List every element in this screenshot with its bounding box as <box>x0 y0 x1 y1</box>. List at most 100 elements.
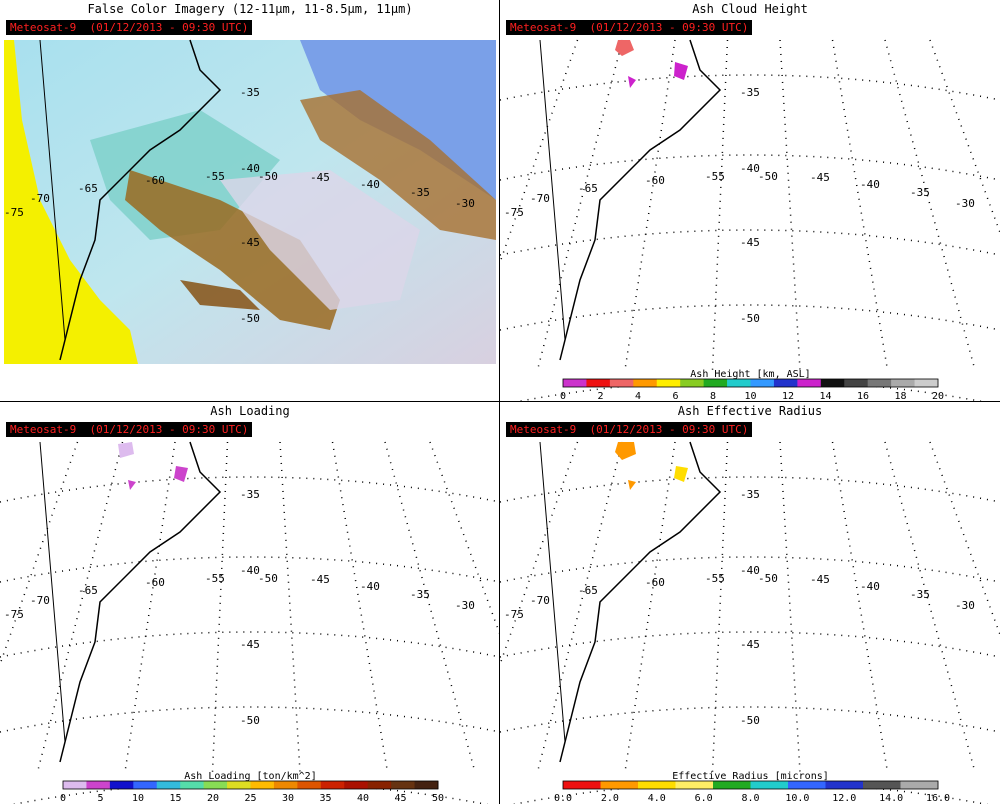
panel-title: Ash Cloud Height <box>692 2 808 16</box>
colorbar-label: Ash Height [km, ASL] <box>690 369 810 380</box>
colorbar-swatch <box>414 781 439 789</box>
lon-label: -40 <box>860 178 880 191</box>
lon-label: -75 <box>504 206 524 219</box>
longitude-line <box>929 441 1000 637</box>
lon-label: -45 <box>810 573 830 586</box>
ash-loading-panel: -75 -70 -65 -60 -55 -50 -45 -40 -35 -30 -35 -40 -45 -… <box>0 402 500 804</box>
ash-pixel-cluster <box>615 40 634 56</box>
longitude-line <box>279 441 301 773</box>
colorbar-swatch <box>638 781 676 789</box>
lon-label: -30 <box>955 197 975 210</box>
colorbar-tick: 0 <box>560 391 566 402</box>
colorbar-swatch <box>773 379 798 387</box>
colorbar-swatch <box>563 781 601 789</box>
lon-label: -55 <box>205 170 225 183</box>
lon-label: -60 <box>645 576 665 589</box>
ash-pixel-cluster <box>128 480 136 490</box>
colorbar-swatch <box>825 781 864 789</box>
panel-divider-vertical <box>499 0 500 804</box>
lat-label: -40 <box>740 564 760 577</box>
colorbar-swatch <box>297 781 322 789</box>
colorbar-tick: 6.0 <box>695 793 713 804</box>
lon-label: -35 <box>410 186 430 199</box>
lon-label: -75 <box>4 608 24 621</box>
lon-label: -40 <box>360 580 380 593</box>
ash-radius-panel: -75 -70 -65 -60 -55 -50 -45 -40 -35 -30 -35 -40 -45 -… <box>500 402 1000 804</box>
colorbar-swatch <box>820 379 845 387</box>
colorbar-tick: 16 <box>857 391 869 402</box>
colorbar-tick: 40 <box>357 793 369 804</box>
longitude-line <box>536 39 624 371</box>
longitude-line <box>536 441 624 773</box>
map-grid-labels: -75 -70 -65 -60 -55 -50 -45 -40 -35 -30 -35 -40 -45 -… <box>504 86 975 325</box>
west-coastline <box>39 441 66 743</box>
lat-label: -40 <box>740 162 760 175</box>
lon-label: -70 <box>30 594 50 607</box>
colorbar-tick: 4 <box>635 391 641 402</box>
colorbar-tick: 10 <box>132 793 144 804</box>
lon-label: -65 <box>578 182 598 195</box>
west-coastline <box>539 39 566 341</box>
panel-divider-horizontal <box>0 401 1000 402</box>
longitude-line <box>624 39 676 371</box>
colorbar-tick: 10 <box>744 391 756 402</box>
lon-label: -30 <box>455 197 475 210</box>
colorbar-swatch <box>600 781 639 789</box>
lat-label: -45 <box>740 236 760 249</box>
ash-height-panel: -75 -70 -65 -60 -55 -50 -45 -40 -35 -30 -35 -40 -45 -… <box>500 0 1000 402</box>
colorbar-swatch <box>227 781 251 789</box>
colorbar-tick: 2.0 <box>601 793 619 804</box>
colorbar-tick: 8.0 <box>741 793 759 804</box>
lon-label: -65 <box>78 182 98 195</box>
false-color-panel: -75 -70 -65 -60 -55 -50 -45 -40 -35 -30 … <box>0 0 500 402</box>
longitude-line <box>36 441 124 773</box>
coastline <box>59 39 222 361</box>
ash-height-map: -75 -70 -65 -60 -55 -50 -45 -40 -35 -30 -35 -40 -45 -… <box>500 39 1000 402</box>
colorbar-swatch <box>586 379 611 387</box>
ash-pixel-cluster <box>615 442 636 460</box>
colorbar-swatch <box>156 781 181 789</box>
colorbar-tick: 35 <box>319 793 331 804</box>
colorbar-swatch <box>563 379 587 387</box>
longitude-line <box>0 441 79 667</box>
colorbar: Ash Loading [ton/km^2] 0 5 10 15 20 25 30 35 40 45… <box>60 771 444 804</box>
ash-pixel-cluster <box>118 442 134 458</box>
lon-label: -45 <box>310 171 330 184</box>
lat-label: -40 <box>240 162 260 175</box>
lon-label: -45 <box>310 573 330 586</box>
ash-loading-map: -75 -70 -65 -60 -55 -50 -45 -40 -35 -30 -35 -40 -45 -… <box>0 441 500 804</box>
colorbar-tick: 16.0 <box>926 793 950 804</box>
lat-label: -50 <box>740 714 760 727</box>
lon-label: -40 <box>360 178 380 191</box>
lon-label: -30 <box>955 599 975 612</box>
colorbar-swatch <box>675 781 714 789</box>
lon-label: -35 <box>410 588 430 601</box>
colorbar-swatch <box>844 379 869 387</box>
lon-label: -60 <box>645 174 665 187</box>
imagery-ash-patch <box>180 280 260 310</box>
colorbar-label: Effective Radius [microns] <box>672 771 829 782</box>
colorbar-swatch <box>367 781 392 789</box>
lon-label: -65 <box>78 584 98 597</box>
colorbar-swatch <box>656 379 681 387</box>
colorbar-tick: 14.0 <box>879 793 903 804</box>
map-grid-labels: -75 -70 -65 -60 -55 -50 -45 -40 -35 -30 -35 -40 -45 -… <box>504 488 975 727</box>
colorbar-tick: 20 <box>207 793 219 804</box>
lon-label: -75 <box>4 206 24 219</box>
colorbar-frame <box>562 378 939 388</box>
colorbar-swatch <box>133 781 158 789</box>
longitude-line <box>624 441 676 773</box>
colorbar-swatch <box>914 379 939 387</box>
colorbar-tick: 45 <box>394 793 406 804</box>
colorbar-tick: 14 <box>819 391 831 402</box>
lat-label: -35 <box>740 86 760 99</box>
colorbar-swatch <box>63 781 87 789</box>
colorbar-swatch <box>867 379 892 387</box>
map-grid-labels: -75 -70 -65 -60 -55 -50 -45 -40 -35 -30 … <box>4 86 475 325</box>
colorbar-tick: 12 <box>782 391 794 402</box>
colorbar-swatch <box>320 781 345 789</box>
map-grid-labels: -75 -70 -65 -60 -55 -50 -45 -40 -35 -30 -35 -40 -45 -… <box>4 488 475 727</box>
lat-label: -35 <box>240 488 260 501</box>
graticule <box>500 39 1000 402</box>
colorbar-tick: 25 <box>244 793 256 804</box>
